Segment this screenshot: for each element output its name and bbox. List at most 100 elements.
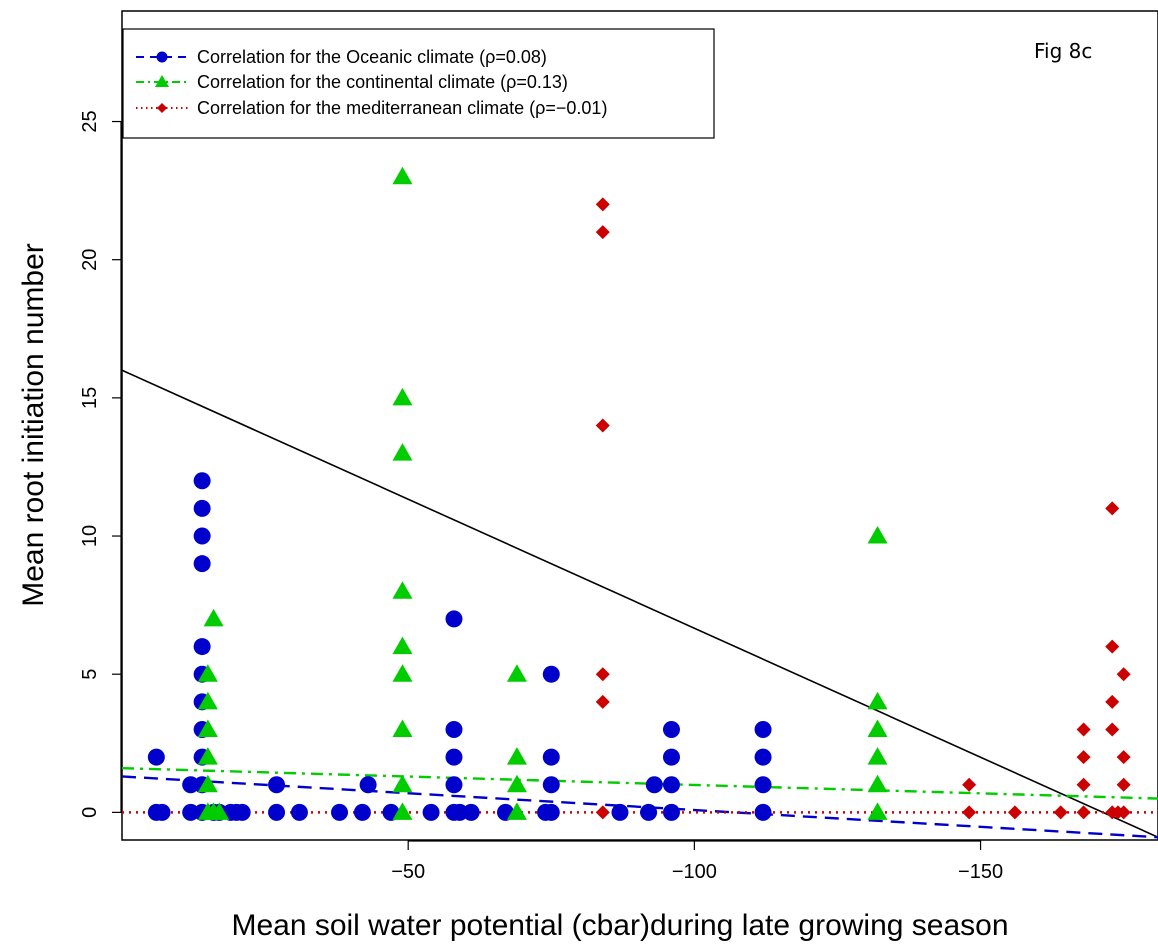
point-continental — [867, 802, 888, 820]
trend-lines — [122, 369, 1158, 839]
legend-label-oceanic: Correlation for the Oceanic climate (ρ=0… — [197, 47, 547, 67]
point-oceanic — [662, 748, 680, 766]
point-continental — [197, 719, 218, 737]
point-oceanic — [193, 555, 211, 573]
point-mediterranean — [1076, 777, 1091, 792]
point-oceanic — [640, 803, 658, 821]
point-mediterranean — [1076, 722, 1091, 737]
point-continental — [392, 166, 413, 185]
point-mediterranean — [1105, 501, 1120, 516]
x-tick-label: −100 — [672, 861, 717, 883]
point-oceanic — [662, 803, 680, 821]
point-continental — [867, 719, 888, 737]
y-axis-title: Mean root initiation number — [17, 243, 50, 607]
point-continental — [506, 747, 527, 765]
data-points — [147, 31, 1131, 821]
point-mediterranean — [595, 418, 610, 433]
point-oceanic — [662, 720, 680, 738]
point-oceanic — [542, 803, 560, 821]
point-oceanic — [754, 803, 772, 821]
point-oceanic — [754, 748, 772, 766]
point-oceanic — [353, 803, 371, 821]
point-oceanic — [645, 776, 663, 794]
point-continental — [867, 526, 888, 544]
point-oceanic — [611, 803, 629, 821]
point-oceanic — [754, 720, 772, 738]
point-mediterranean — [962, 777, 977, 792]
point-mediterranean — [1116, 667, 1131, 682]
point-continental — [392, 802, 413, 820]
point-continental — [867, 747, 888, 765]
y-tick-label: 25 — [79, 110, 101, 132]
legend-marker-mediterranean — [157, 103, 167, 113]
legend-label-continental: Correlation for the continental climate … — [197, 72, 568, 92]
point-continental — [867, 691, 888, 710]
point-mediterranean — [1053, 805, 1068, 820]
point-continental — [197, 691, 218, 710]
point-mediterranean — [1105, 694, 1120, 709]
point-oceanic — [331, 803, 349, 821]
point-mediterranean — [595, 667, 610, 682]
figure-label: Fig 8c — [1034, 39, 1092, 63]
x-tick-label: −150 — [958, 861, 1003, 883]
point-oceanic — [445, 610, 463, 628]
point-continental — [867, 774, 888, 793]
point-continental — [392, 719, 413, 737]
legend-entry-mediterranean: Correlation for the mediterranean climat… — [136, 98, 607, 118]
point-mediterranean — [1007, 805, 1022, 820]
point-oceanic — [542, 748, 560, 766]
point-oceanic — [193, 499, 211, 517]
x-axis: −50 −100 −150 — [391, 840, 1003, 883]
y-tick-label: 0 — [79, 807, 101, 818]
x-tick-label: −50 — [391, 861, 425, 883]
point-oceanic — [153, 803, 171, 821]
point-mediterranean — [595, 805, 610, 820]
point-continental — [392, 443, 413, 461]
point-mediterranean — [595, 694, 610, 709]
y-tick-label: 5 — [79, 669, 101, 680]
point-mediterranean — [595, 225, 610, 240]
point-mediterranean — [1116, 750, 1131, 765]
point-oceanic — [542, 665, 560, 683]
point-continental — [392, 387, 413, 406]
point-continental — [392, 581, 413, 599]
point-oceanic — [462, 803, 480, 821]
point-oceanic — [290, 803, 308, 821]
point-continental — [203, 608, 224, 627]
point-oceanic — [445, 748, 463, 766]
y-axis: 0 5 10 15 20 25 — [79, 110, 122, 818]
trend-line-oceanic — [122, 775, 1158, 839]
y-tick-label: 15 — [79, 387, 101, 409]
legend-entry-continental: Correlation for the continental climate … — [136, 72, 568, 92]
legend: Correlation for the Oceanic climate (ρ=0… — [122, 28, 715, 139]
point-mediterranean — [1105, 722, 1120, 737]
point-oceanic — [754, 776, 772, 794]
overall-trend-line — [122, 369, 1158, 838]
point-mediterranean — [962, 805, 977, 820]
point-continental — [506, 664, 527, 682]
point-oceanic — [359, 776, 377, 794]
point-mediterranean — [1076, 750, 1091, 765]
point-mediterranean — [595, 197, 610, 212]
point-mediterranean — [1116, 777, 1131, 792]
point-oceanic — [268, 803, 286, 821]
point-continental — [392, 664, 413, 682]
x-axis-title: Mean soil water potential (cbar)during l… — [231, 909, 1008, 942]
point-oceanic — [193, 638, 211, 656]
point-continental — [392, 636, 413, 655]
point-continental — [506, 774, 527, 793]
point-oceanic — [542, 776, 560, 794]
legend-label-mediterranean: Correlation for the mediterranean climat… — [197, 98, 607, 118]
y-tick-label: 10 — [79, 525, 101, 547]
point-continental — [209, 802, 230, 820]
point-continental — [197, 774, 218, 793]
plot-frame — [121, 10, 1158, 841]
point-oceanic — [233, 803, 251, 821]
point-oceanic — [147, 748, 165, 766]
point-mediterranean — [1116, 805, 1131, 820]
point-continental — [392, 774, 413, 793]
point-continental — [506, 802, 527, 820]
point-oceanic — [445, 720, 463, 738]
point-oceanic — [422, 803, 440, 821]
